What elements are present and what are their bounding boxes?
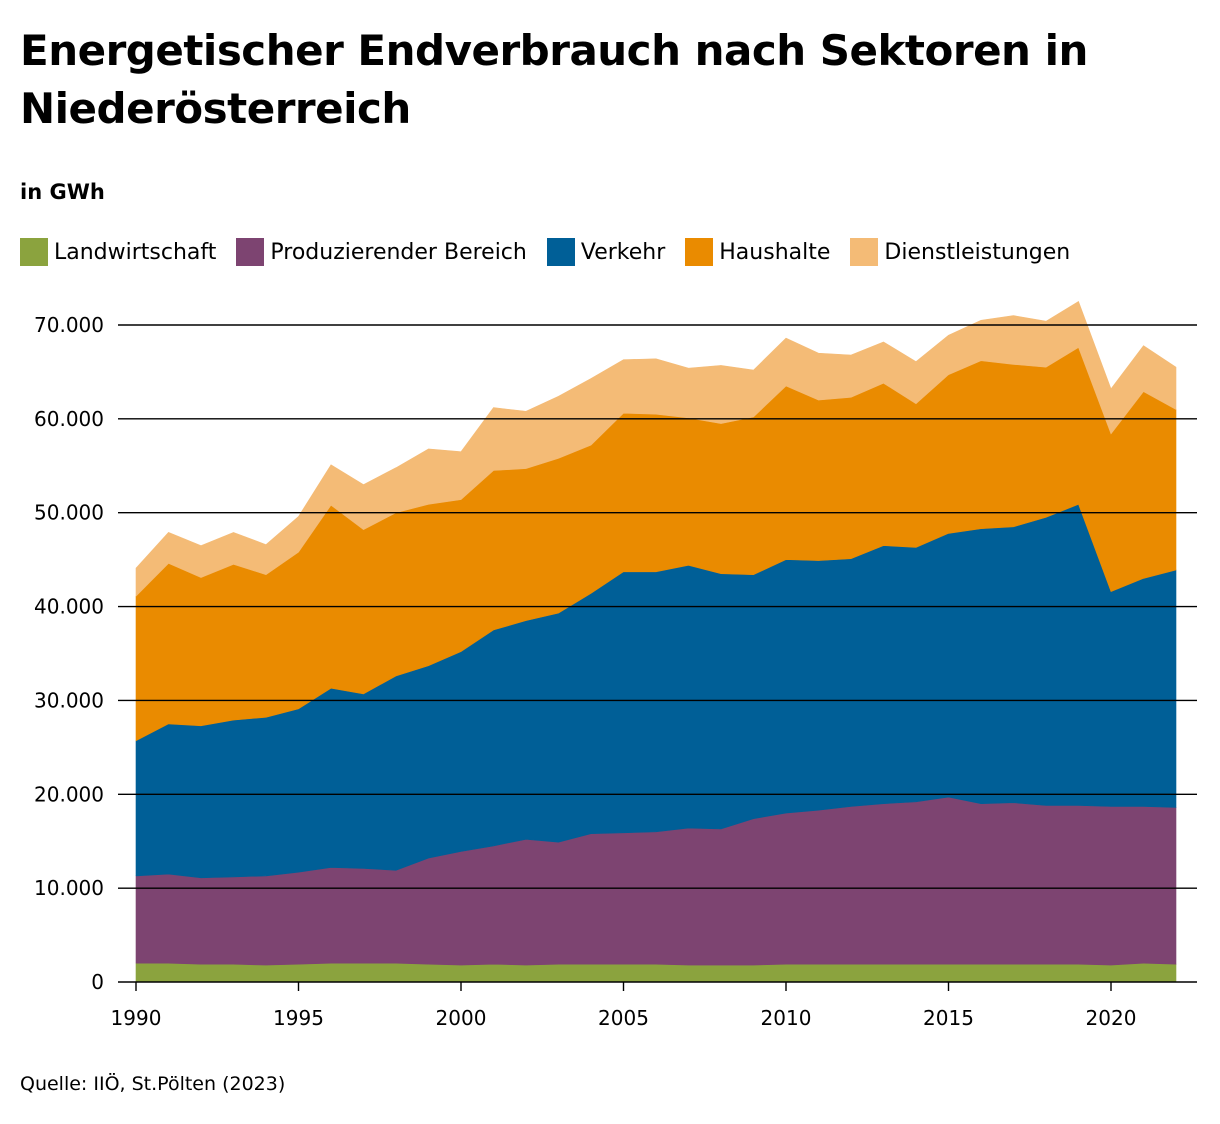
- area-landwirtschaft: [135, 962, 1177, 983]
- legend-label-produzierender-bereich: Produzierender Bereich: [270, 239, 527, 265]
- legend-item-verkehr: Verkehr: [546, 238, 666, 266]
- y-tick-label: 70.000: [34, 313, 104, 337]
- y-tick-label: 30.000: [34, 688, 104, 712]
- legend-item-haushalte: Haushalte: [685, 238, 830, 266]
- chart-title: Energetischer Endverbrauch nach Sektoren…: [20, 26, 1088, 133]
- x-tick-label: 1995: [273, 1006, 324, 1030]
- legend-label-dienstleistungen: Dienstleistungen: [884, 239, 1071, 265]
- y-tick-label: 50.000: [34, 501, 104, 525]
- y-tick-label: 10.000: [34, 876, 104, 900]
- x-tick-label: 2010: [761, 1006, 812, 1030]
- legend-swatch-produzierender-bereich: [236, 238, 265, 266]
- legend-item-landwirtschaft: Landwirtschaft: [20, 238, 216, 266]
- chart-legend: Landwirtschaft Produzierender Bereich Ve…: [20, 238, 1090, 266]
- legend-swatch-haushalte: [685, 238, 714, 266]
- legend-label-haushalte: Haushalte: [719, 239, 831, 265]
- x-tick-label: 1990: [111, 1006, 162, 1030]
- legend-item-produzierender-bereich: Produzierender Bereich: [236, 238, 527, 266]
- y-tick-label: 60.000: [34, 407, 104, 431]
- y-tick-label: 0: [91, 970, 104, 994]
- x-tick-label: 2015: [923, 1006, 974, 1030]
- stacked-area-chart: 0 10.000 20.000 30.000 40.000 50.000 60.000 70.…: [34, 301, 1197, 1030]
- unit-label: in GWh: [20, 180, 105, 204]
- x-tick-label: 2020: [1086, 1006, 1137, 1030]
- legend-label-verkehr: Verkehr: [580, 239, 666, 265]
- x-tick-label: 2000: [436, 1006, 487, 1030]
- y-tick-label: 20.000: [34, 782, 104, 806]
- legend-label-landwirtschaft: Landwirtschaft: [54, 239, 217, 265]
- x-tick-label: 2005: [598, 1006, 649, 1030]
- legend-swatch-verkehr: [546, 238, 575, 266]
- y-gridlines: 0 10.000 20.000 30.000 40.000 50.000 60.000 70.…: [34, 313, 1197, 994]
- legend-item-dienstleistungen: Dienstleistungen: [850, 238, 1070, 266]
- area-layers: [135, 301, 1177, 983]
- legend-swatch-dienstleistungen: [850, 238, 879, 266]
- x-axis: 1990 1995 2000 2005 2010 2015 2020: [111, 982, 1137, 1030]
- source-note: Quelle: IIÖ, St.Pölten (2023): [20, 1073, 286, 1095]
- area-dienstleistungen: [135, 301, 1177, 597]
- y-tick-label: 40.000: [34, 595, 104, 619]
- legend-swatch-landwirtschaft: [20, 238, 48, 266]
